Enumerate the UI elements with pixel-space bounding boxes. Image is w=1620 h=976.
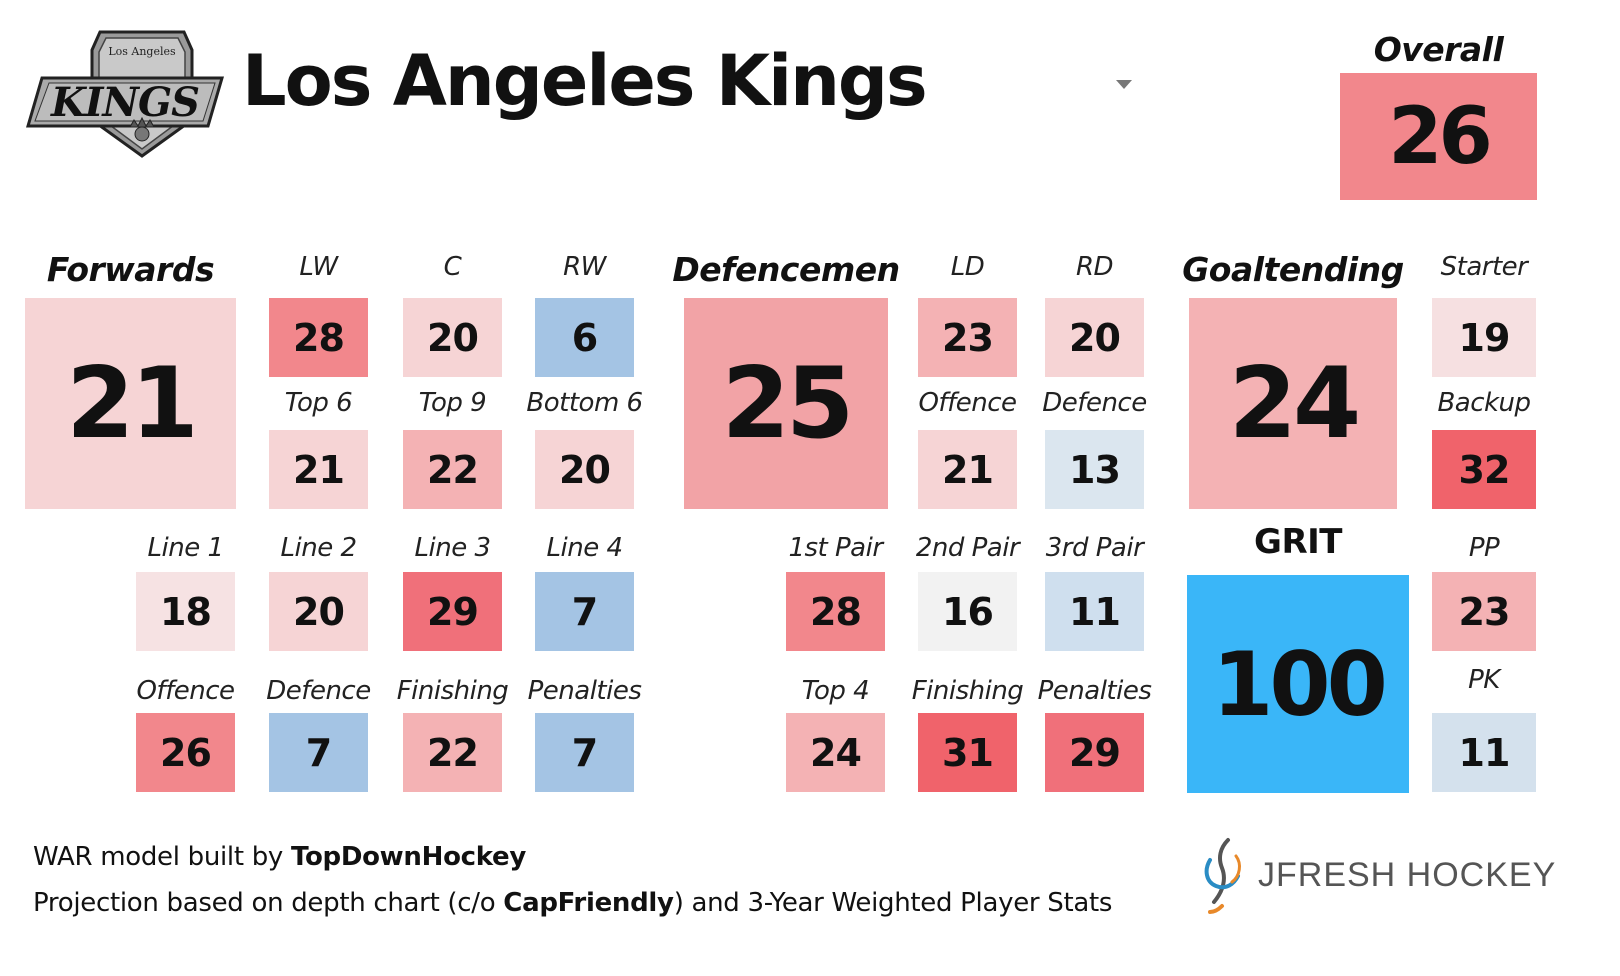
pk-label: PK xyxy=(1468,665,1500,695)
lw-value: 28 xyxy=(269,298,368,377)
starter-value: 19 xyxy=(1432,298,1536,377)
pair3-label: 3rd Pair xyxy=(1045,533,1144,563)
c-value: 20 xyxy=(403,298,502,377)
grit-value: 100 xyxy=(1187,575,1409,793)
goaltending-value: 24 xyxy=(1189,298,1397,509)
overall-value: 26 xyxy=(1340,73,1537,200)
defencemen-label: Defencemen xyxy=(672,250,900,289)
rd-value: 20 xyxy=(1045,298,1144,377)
footer-line2-prefix: Projection based on depth chart (c/o xyxy=(33,888,504,918)
team-logo: Los Angeles KINGS xyxy=(22,28,232,160)
overall-label: Overall xyxy=(1373,30,1504,69)
jfresh-logo: JFRESH HOCKEY xyxy=(1200,836,1555,916)
pp-label: PP xyxy=(1468,533,1500,563)
lw-label: LW xyxy=(299,252,338,282)
c-label: C xyxy=(443,252,462,282)
line3-label: Line 3 xyxy=(414,533,492,563)
rd-label: RD xyxy=(1075,252,1114,282)
grit-label: GRIT xyxy=(1254,522,1342,562)
fwd-defence-label: Defence xyxy=(266,676,371,706)
footer-credit-line: WAR model built by TopDownHockey xyxy=(33,842,526,872)
fwd-offence-value: 26 xyxy=(136,713,235,792)
backup-label: Backup xyxy=(1437,388,1531,418)
footer-line1-prefix: WAR model built by xyxy=(33,842,291,872)
rw-label: RW xyxy=(563,252,606,282)
pair2-label: 2nd Pair xyxy=(915,533,1020,563)
def-finishing-value: 31 xyxy=(918,713,1017,792)
pair1-value: 28 xyxy=(786,572,885,651)
pair3-value: 11 xyxy=(1045,572,1144,651)
kings-shield-icon: Los Angeles KINGS xyxy=(26,30,224,158)
def-offence-value: 21 xyxy=(918,430,1017,509)
ld-label: LD xyxy=(950,252,985,282)
top4-label: Top 4 xyxy=(801,676,870,706)
ld-value: 23 xyxy=(918,298,1017,377)
fwd-defence-value: 7 xyxy=(269,713,368,792)
def-defence-value: 13 xyxy=(1045,430,1144,509)
fwd-offence-label: Offence xyxy=(136,676,235,706)
top9-label: Top 9 xyxy=(418,388,487,418)
forwards-value: 21 xyxy=(25,298,236,509)
pp-value: 23 xyxy=(1432,572,1536,651)
bottom6-value: 20 xyxy=(535,430,634,509)
line2-value: 20 xyxy=(269,572,368,651)
top9-value: 22 xyxy=(403,430,502,509)
def-penalties-label: Penalties xyxy=(1037,676,1152,706)
def-penalties-value: 29 xyxy=(1045,713,1144,792)
top4-value: 24 xyxy=(786,713,885,792)
logo-small-text: Los Angeles xyxy=(108,45,176,58)
rw-value: 6 xyxy=(535,298,634,377)
fwd-finishing-label: Finishing xyxy=(396,676,509,706)
jfresh-brand-text: JFRESH HOCKEY xyxy=(1258,856,1557,894)
line1-label: Line 1 xyxy=(147,533,225,563)
pair1-label: 1st Pair xyxy=(788,533,883,563)
pk-value: 11 xyxy=(1432,713,1536,792)
fwd-penalties-value: 7 xyxy=(535,713,634,792)
top6-value: 21 xyxy=(269,430,368,509)
footer-line1-bold: TopDownHockey xyxy=(290,842,527,872)
footer-projection-line: Projection based on depth chart (c/o Cap… xyxy=(33,888,1112,918)
chevron-down-icon[interactable] xyxy=(1116,80,1132,89)
goaltending-label: Goaltending xyxy=(1182,250,1404,289)
crown-icon xyxy=(129,116,155,128)
logo-wordmark: KINGS xyxy=(50,79,199,126)
line4-value: 7 xyxy=(535,572,634,651)
footer-line2-suffix: ) and 3-Year Weighted Player Stats xyxy=(673,888,1113,918)
line4-label: Line 4 xyxy=(546,533,624,563)
line3-value: 29 xyxy=(403,572,502,651)
backup-value: 32 xyxy=(1432,430,1536,509)
jfresh-mark-icon xyxy=(1204,838,1241,914)
forwards-label: Forwards xyxy=(46,250,215,289)
bottom6-label: Bottom 6 xyxy=(526,388,643,418)
footer-line2-bold: CapFriendly xyxy=(503,888,674,918)
line1-value: 18 xyxy=(136,572,235,651)
def-finishing-label: Finishing xyxy=(911,676,1024,706)
line2-label: Line 2 xyxy=(280,533,358,563)
starter-label: Starter xyxy=(1440,252,1528,282)
fwd-penalties-label: Penalties xyxy=(527,676,642,706)
page-title: Los Angeles Kings xyxy=(242,40,928,122)
defencemen-value: 25 xyxy=(684,298,888,509)
fwd-finishing-value: 22 xyxy=(403,713,502,792)
pair2-value: 16 xyxy=(918,572,1017,651)
top6-label: Top 6 xyxy=(284,388,353,418)
def-offence-label: Offence xyxy=(918,388,1017,418)
def-defence-label: Defence xyxy=(1042,388,1147,418)
